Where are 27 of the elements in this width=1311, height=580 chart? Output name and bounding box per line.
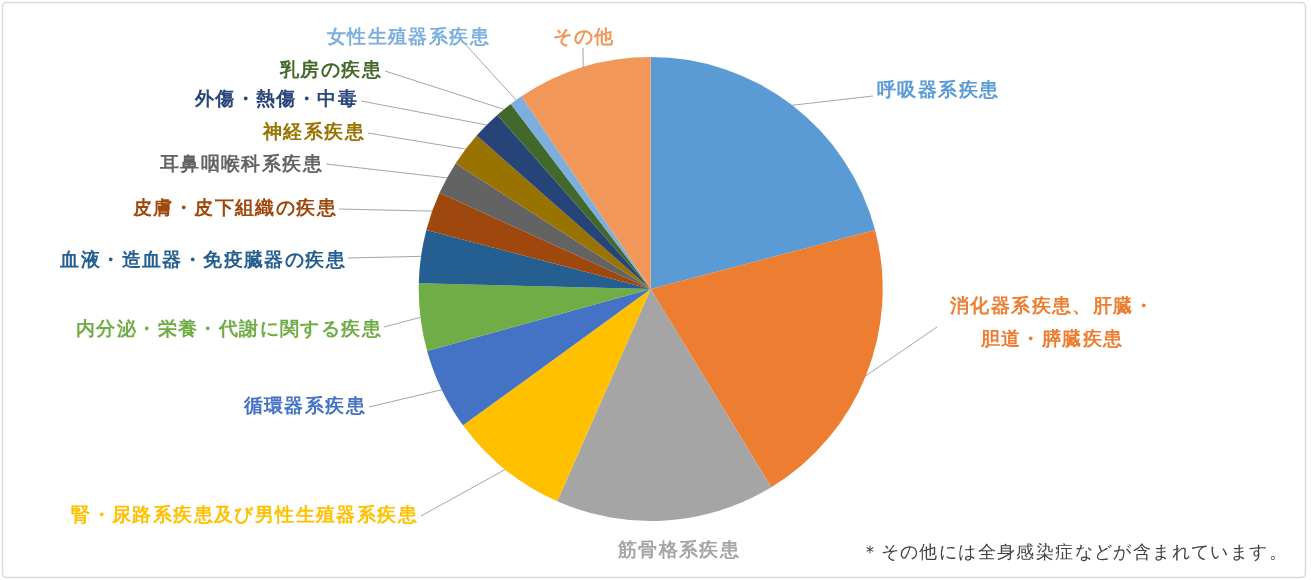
slice-label: 腎・尿路系疾患及び男性生殖器系疾患 (71, 503, 418, 525)
pie-slice (650, 229, 883, 488)
slice-label: 循環器系疾患 (242, 394, 366, 416)
slice-label: 神経系疾患 (262, 120, 365, 142)
slice-label: 外傷・熱傷・中毒 (193, 87, 358, 109)
slice-label: 女性生殖器系疾患 (325, 25, 490, 47)
slice-label: 消化器系疾患、肝臓・胆道・膵臓疾患 (949, 294, 1154, 349)
pie-slice (476, 114, 651, 289)
pie-slice (463, 289, 651, 502)
slice-label: 皮膚・皮下組織の疾患 (132, 196, 337, 218)
text: ＊その他には全身感染症などが含まれています。 (861, 540, 1288, 562)
slice-label: 血液・造血器・免疫臓器の疾患 (59, 248, 346, 270)
slice-label: 耳鼻咽喉科系疾患 (158, 152, 323, 174)
pie-slice (418, 283, 651, 351)
pie-slice (521, 57, 651, 289)
slice-label: その他 (553, 25, 615, 47)
pie-slice (455, 135, 651, 289)
slice-label: 呼吸器系疾患 (877, 78, 1000, 100)
slice-label: 内分泌・栄養・代謝に関する疾患 (76, 317, 382, 339)
pie-slice (557, 289, 772, 521)
pie-slice (418, 229, 651, 289)
pie-slice (650, 57, 876, 289)
slice-label: 筋骨格系疾患 (616, 538, 741, 560)
pie-slice (439, 163, 651, 289)
pie-slice (427, 289, 651, 426)
pie-slice (426, 192, 651, 289)
slice-label: 乳房の疾患 (279, 58, 382, 80)
